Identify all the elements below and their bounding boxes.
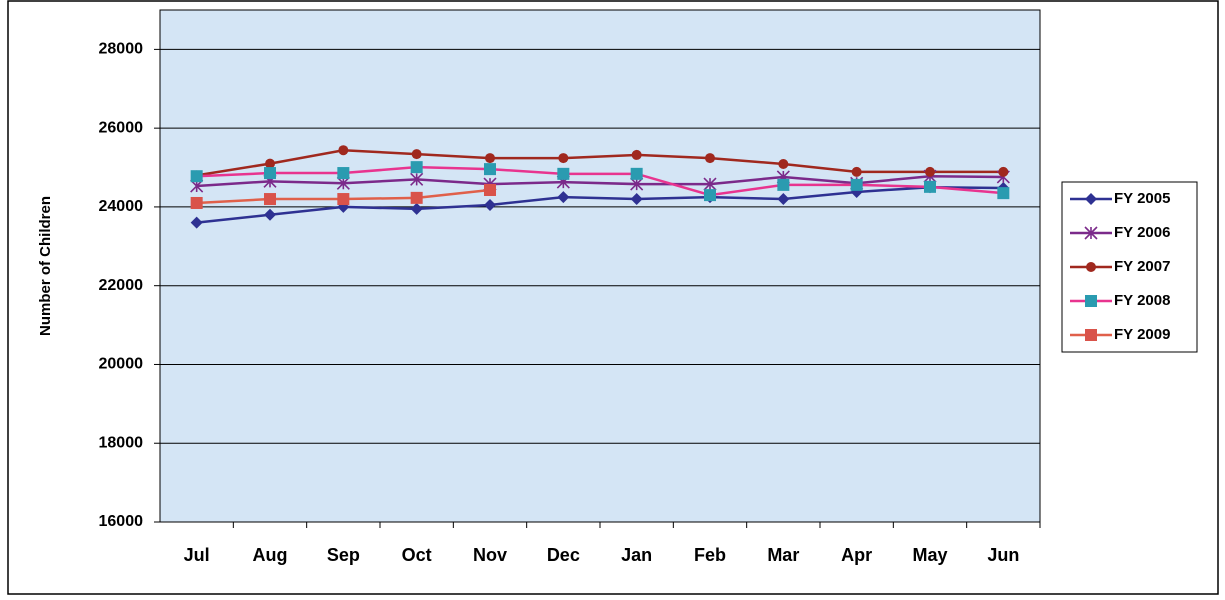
data-point — [264, 193, 276, 206]
y-tick-label: 28000 — [99, 41, 144, 58]
legend-marker — [1086, 262, 1096, 272]
data-point — [630, 167, 643, 180]
x-tick-label: Mar — [767, 545, 799, 565]
legend-label: FY 2006 — [1114, 224, 1170, 241]
x-tick-label: May — [912, 545, 947, 565]
x-tick-label: Feb — [694, 545, 726, 565]
data-point — [411, 149, 422, 160]
y-tick-label: 18000 — [99, 434, 144, 451]
data-point — [777, 178, 790, 191]
data-point — [997, 187, 1010, 200]
data-point — [410, 191, 423, 204]
data-point — [337, 167, 350, 180]
data-point — [190, 170, 203, 183]
data-point — [557, 191, 570, 204]
data-point — [705, 153, 715, 164]
data-point — [485, 153, 495, 164]
data-point — [264, 167, 276, 180]
data-point — [336, 176, 350, 190]
x-tick-label: Dec — [547, 545, 580, 565]
data-point — [484, 183, 496, 196]
legend-label: FY 2007 — [1114, 258, 1170, 275]
x-tick-label: Jul — [184, 545, 210, 565]
legend-marker — [1085, 193, 1097, 205]
data-point — [484, 163, 496, 176]
x-tick-label: Jan — [621, 545, 652, 565]
data-point — [264, 208, 276, 221]
series-line — [196, 148, 1004, 177]
data-point — [557, 167, 570, 180]
data-point — [631, 149, 642, 160]
data-point — [484, 198, 496, 211]
data-point — [703, 177, 717, 191]
data-point — [337, 193, 350, 206]
legend-label: FY 2009 — [1114, 326, 1170, 343]
data-point — [630, 177, 644, 191]
series-line — [196, 185, 1004, 224]
y-tick-label: 22000 — [99, 277, 144, 294]
y-tick-label: 20000 — [99, 356, 144, 373]
data-point — [190, 216, 203, 229]
x-tick-label: Sep — [327, 545, 360, 565]
data-point — [925, 166, 935, 177]
x-tick-label: Nov — [473, 545, 507, 565]
series-line — [196, 165, 1004, 197]
data-point — [924, 180, 936, 193]
data-point — [410, 202, 423, 215]
series-line — [196, 174, 1004, 188]
y-tick-label: 26000 — [99, 119, 144, 136]
y-tick-label: 24000 — [99, 198, 144, 215]
data-point — [704, 189, 716, 202]
plot-area — [159, 9, 1041, 523]
data-point — [338, 145, 349, 156]
legend-marker — [1085, 329, 1097, 341]
data-point — [630, 193, 643, 206]
legend-marker — [1085, 295, 1097, 307]
data-point — [778, 158, 789, 169]
x-tick-label: Aug — [253, 545, 288, 565]
x-tick-label: Oct — [402, 545, 432, 565]
data-point — [558, 153, 569, 164]
data-point — [850, 178, 863, 191]
y-tick-label: 16000 — [99, 513, 144, 530]
y-axis-label: Number of Children — [37, 196, 54, 336]
data-point — [410, 161, 423, 174]
data-point — [410, 172, 424, 186]
data-point — [265, 158, 275, 169]
legend-marker — [1084, 226, 1098, 240]
legend-label: FY 2008 — [1114, 292, 1170, 309]
data-point — [998, 166, 1009, 177]
data-point — [777, 193, 790, 206]
x-tick-label: Apr — [841, 545, 872, 565]
x-tick-label: Jun — [987, 545, 1019, 565]
legend-label: FY 2005 — [1114, 190, 1170, 207]
data-point — [190, 196, 203, 209]
data-point — [851, 166, 862, 177]
